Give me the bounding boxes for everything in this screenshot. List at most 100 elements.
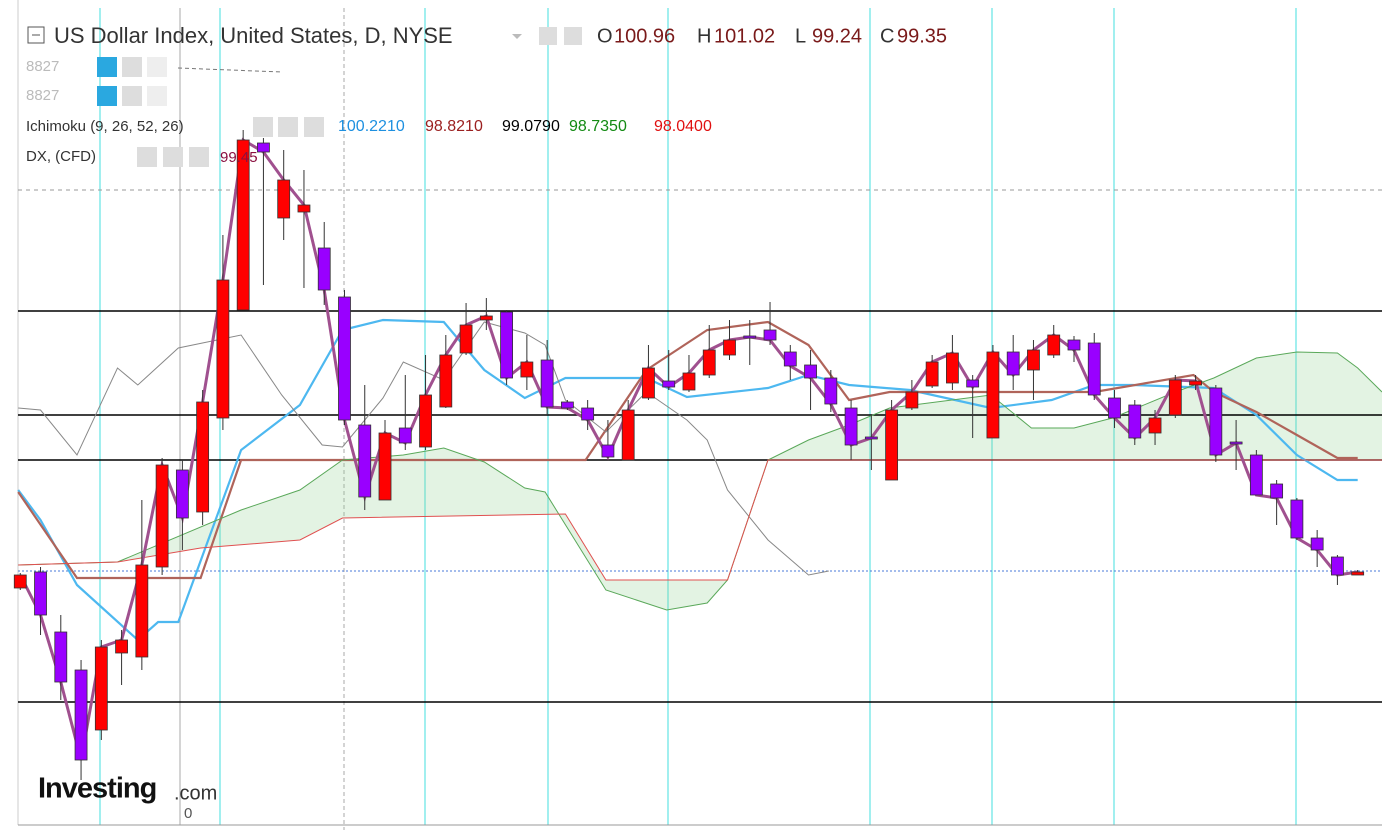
candle-body (1209, 387, 1223, 456)
candle-body (702, 349, 716, 376)
candle-body (1331, 556, 1344, 576)
ichimoku-value: 98.0400 (654, 118, 712, 135)
brand: Investing (38, 773, 156, 805)
candle-body (905, 391, 919, 409)
ohlc-value: 101.02 (714, 25, 775, 47)
candle-body (196, 401, 210, 513)
candle-body (94, 646, 108, 731)
candle-body (317, 247, 331, 291)
candle-body (581, 407, 595, 421)
candle-body (1168, 379, 1182, 416)
candle-body (216, 279, 230, 419)
candle-body (155, 464, 169, 568)
candle-body (885, 409, 899, 481)
close-button[interactable] (147, 57, 167, 77)
indicator-line (17, 320, 1358, 580)
ohlc-key: H (697, 25, 711, 47)
candle-body (642, 367, 655, 399)
candle-body (844, 407, 858, 446)
settings-button[interactable] (122, 86, 142, 106)
candle-body (175, 469, 189, 519)
visibility-button[interactable] (137, 147, 157, 167)
candle-body (723, 339, 736, 356)
candle-body (804, 364, 817, 379)
candle-body (419, 394, 432, 448)
settings-button[interactable] (539, 27, 557, 45)
ichimoku-value: 98.8210 (425, 118, 483, 135)
candle-body (358, 424, 372, 498)
candle-body (236, 139, 250, 311)
candle-body (398, 427, 412, 444)
candle-body (783, 351, 797, 367)
last-value-label: 99.45 (220, 149, 258, 166)
close-button[interactable] (189, 147, 209, 167)
header: US Dollar Index, United States, D, NYSE … (26, 23, 947, 167)
candle-body (459, 324, 473, 354)
visibility-button[interactable] (97, 57, 117, 77)
dropdown[interactable] (512, 34, 522, 39)
x-axis-label: 0 (184, 805, 192, 822)
ichimoku-value: 99.0790 (502, 118, 560, 135)
candle-body (986, 351, 1000, 439)
candle-body (479, 315, 493, 321)
candle-body (560, 401, 574, 409)
brand-suffix: .com (174, 782, 217, 804)
collapse-button[interactable] (27, 26, 45, 44)
candle-body (925, 361, 939, 387)
candle-body (297, 204, 311, 213)
candle-body (662, 380, 676, 388)
ohlc-key: L (795, 25, 806, 47)
candle-body (966, 379, 980, 388)
candle-body (1128, 404, 1142, 439)
candle-body (34, 571, 47, 616)
candle-body (439, 354, 453, 408)
candle-body (1189, 380, 1202, 386)
symbol-label: DX, (CFD) (26, 148, 96, 165)
title: US Dollar Index, United States, D, NYSE (54, 23, 453, 48)
candle-body (338, 296, 351, 421)
candle-body (621, 409, 635, 461)
candle-body (277, 179, 291, 219)
ohlc-value: 99.35 (897, 25, 947, 47)
ichimoku-value: 98.7350 (569, 118, 627, 135)
candle-body (1006, 351, 1020, 376)
drawing (177, 67, 283, 73)
candle-body (500, 311, 513, 379)
settings-button[interactable] (122, 57, 142, 77)
candle-body (74, 669, 88, 761)
indicator-label: 8827 (26, 87, 59, 104)
settings-button[interactable] (564, 27, 582, 45)
candle-body (946, 352, 959, 384)
close-button[interactable] (147, 86, 167, 106)
candle-body (1229, 441, 1243, 445)
candle-body (540, 359, 554, 408)
candle-body (743, 335, 757, 339)
candle-body (1351, 571, 1365, 576)
ohlc-value: 99.24 (812, 25, 862, 47)
candle-body (1027, 349, 1040, 371)
candle-body (682, 372, 696, 391)
cloud (18, 352, 1382, 610)
close-button[interactable] (304, 117, 324, 137)
candle-body (115, 639, 128, 654)
candle-body (54, 631, 68, 683)
candle-body (1087, 342, 1101, 396)
candle-body (864, 436, 878, 440)
visibility-button[interactable] (253, 117, 273, 137)
candle-body (1067, 339, 1081, 351)
candle-body (1290, 499, 1304, 539)
visibility-button[interactable] (97, 86, 117, 106)
ichimoku-label: Ichimoku (9, 26, 52, 26) (26, 118, 184, 135)
candle-body (13, 574, 27, 589)
candle-body (763, 329, 777, 341)
candle-body (1108, 397, 1121, 419)
settings-button[interactable] (278, 117, 298, 137)
ohlc-key: C (880, 25, 894, 47)
candle-body (824, 377, 838, 405)
candle-body (601, 444, 615, 458)
candle-body (1249, 454, 1263, 496)
ichimoku-value: 100.2210 (338, 118, 405, 135)
settings-button[interactable] (163, 147, 183, 167)
candle-body (1270, 483, 1284, 499)
